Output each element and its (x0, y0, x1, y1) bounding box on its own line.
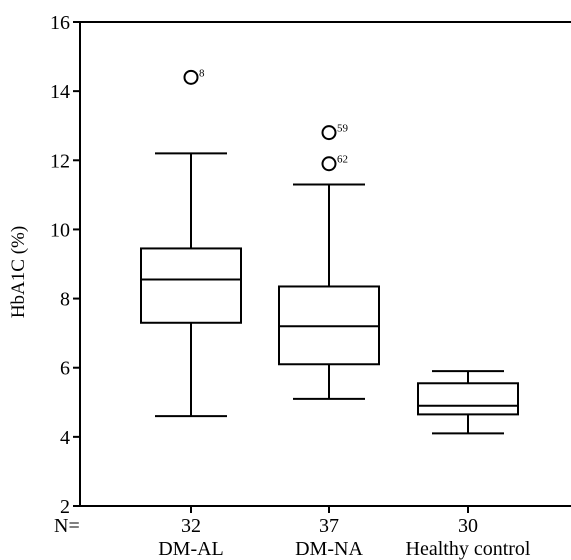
n-count-label: 32 (181, 515, 201, 537)
category-label: Healthy control (406, 538, 531, 560)
outlier-label: 62 (337, 154, 348, 166)
y-tick-label: 8 (60, 289, 70, 311)
outlier-label: 8 (199, 67, 205, 79)
n-count-label: 37 (319, 515, 339, 537)
y-tick-label: 4 (60, 427, 70, 449)
outlier-point (321, 125, 337, 141)
outlier-label: 59 (337, 123, 349, 135)
n-count-label: 30 (458, 515, 478, 537)
iqr-box (140, 247, 242, 324)
y-tick-label: 16 (50, 12, 70, 34)
y-tick-label: 6 (60, 358, 70, 380)
y-tick-label: 10 (50, 219, 70, 241)
outlier-point (321, 156, 337, 172)
y-axis-label: HbA1C (%) (8, 226, 29, 318)
iqr-box (417, 382, 519, 416)
y-tick-label: 2 (60, 496, 70, 518)
y-tick-label: 12 (50, 150, 70, 172)
category-label: DM-NA (295, 538, 363, 560)
n-label: N= (54, 515, 80, 537)
y-tick-label: 14 (50, 81, 70, 103)
outlier-point (183, 69, 199, 85)
category-label: DM-AL (158, 538, 224, 560)
